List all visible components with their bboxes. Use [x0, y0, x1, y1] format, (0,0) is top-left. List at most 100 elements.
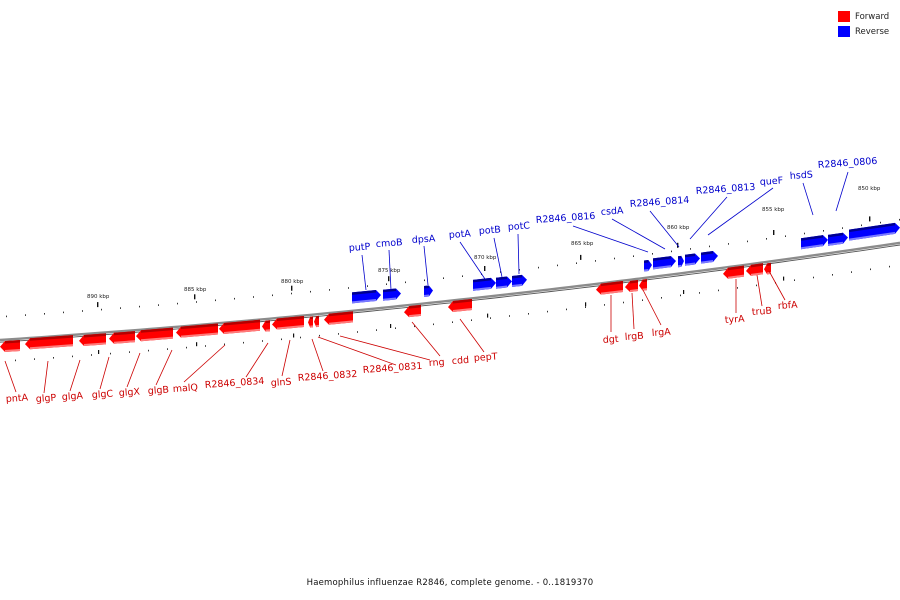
tick-dot	[690, 248, 691, 250]
forward-leader-line	[311, 338, 324, 372]
major-tick	[98, 350, 100, 354]
gene-arrow-top	[828, 232, 843, 238]
gene-arrow	[678, 255, 684, 268]
tick-dot	[72, 355, 73, 358]
gene-arrow-bottom	[316, 324, 319, 328]
gene-label-reverse[interactable]: R2846_0813	[695, 182, 755, 197]
reverse-gene	[424, 285, 433, 297]
forward-gene	[746, 263, 763, 276]
gene-arrow-top	[383, 288, 396, 293]
gene-arrow-bottom	[265, 329, 270, 332]
tick-dot	[329, 289, 330, 291]
tick-dot	[272, 294, 273, 297]
tick-dot	[186, 346, 187, 349]
leader-layer	[4, 171, 849, 394]
gene-label-forward[interactable]: rng	[428, 357, 445, 369]
gene-label-forward[interactable]: tyrA	[724, 314, 745, 326]
gene-label-forward[interactable]: cdd	[451, 355, 469, 367]
gene-label-reverse[interactable]: putP	[348, 242, 370, 254]
gene-arrow-top	[751, 263, 763, 268]
tick-layer	[6, 216, 900, 362]
tick-dot	[823, 230, 824, 232]
gene-label-forward[interactable]: truB	[751, 306, 772, 318]
tick-dot	[585, 306, 586, 308]
reverse-leader-line	[802, 182, 814, 216]
gene-arrow	[849, 222, 900, 241]
gene-arrow-top	[453, 298, 472, 304]
gene-arrow-bottom	[181, 332, 218, 338]
backbone-shadow	[0, 244, 900, 343]
tick-dot	[671, 250, 672, 253]
tick-dot	[414, 325, 415, 328]
gene-label-forward[interactable]: lrgA	[651, 327, 671, 339]
gene-arrow-bottom	[751, 272, 763, 276]
scale-label: 870 kbp	[474, 255, 497, 261]
gene-arrow	[746, 263, 763, 276]
tick-dot	[120, 307, 121, 309]
gene-label-forward[interactable]: pntA	[5, 392, 28, 405]
gene-arrow	[625, 279, 638, 292]
gene-label-forward[interactable]: rbfA	[777, 300, 798, 312]
tick-dot	[129, 351, 130, 353]
forward-leader-line	[642, 289, 662, 326]
gene-label-forward[interactable]: glgB	[147, 385, 169, 397]
tick-dot	[652, 253, 653, 255]
gene-label-forward[interactable]: glgX	[118, 387, 140, 399]
major-tick	[683, 290, 685, 294]
gene-label-reverse[interactable]: csdA	[600, 205, 624, 218]
gene-arrow-bottom	[496, 285, 507, 289]
gene-label-reverse[interactable]: R2846_0816	[535, 211, 595, 226]
tick-dot	[53, 357, 54, 359]
gene-label-forward[interactable]: lrgB	[624, 331, 644, 343]
gene-label-reverse[interactable]: hsdS	[789, 169, 813, 182]
tick-dot	[490, 317, 491, 319]
tick-dot	[253, 296, 254, 298]
gene-label-forward[interactable]: glnS	[270, 377, 291, 389]
tick-dot	[91, 354, 92, 356]
gene-label-forward[interactable]: pepT	[473, 351, 498, 364]
reverse-gene	[473, 277, 496, 291]
gene-arrow-bottom	[114, 340, 135, 344]
gene-label-reverse[interactable]: R2846_0814	[629, 195, 689, 210]
tick-dot	[794, 279, 795, 281]
scale-label: 885 kbp	[184, 287, 207, 293]
gene-label-reverse[interactable]: potC	[507, 220, 530, 233]
gene-label-forward[interactable]: malQ	[172, 382, 198, 395]
gene-label-forward[interactable]: glgP	[35, 393, 56, 405]
forward-leader-line	[339, 335, 431, 361]
gene-label-reverse[interactable]: dpsA	[411, 233, 436, 246]
major-tick	[580, 254, 582, 260]
gene-label-reverse[interactable]: R2846_0806	[817, 156, 877, 171]
tick-dot	[842, 227, 843, 229]
gene-label-reverse[interactable]: potB	[478, 224, 501, 237]
tick-dot	[709, 245, 710, 248]
major-tick	[388, 276, 390, 282]
tick-dot	[509, 315, 510, 317]
gene-arrow-top	[310, 316, 313, 320]
gene-label-forward[interactable]: dgt	[602, 334, 619, 346]
tick-dot	[804, 232, 805, 235]
gene-label-reverse[interactable]: cmoB	[375, 237, 403, 250]
forward-gene	[272, 316, 304, 330]
gene-arrow-top	[630, 279, 638, 284]
tick-dot	[82, 310, 83, 312]
gene-label-forward[interactable]: glgA	[61, 391, 83, 403]
gene-label-forward[interactable]: R2846_0834	[204, 376, 264, 391]
forward-gene	[109, 331, 135, 344]
tick-dot	[889, 265, 890, 268]
major-tick	[194, 294, 196, 300]
gene-arrow	[639, 279, 647, 291]
tick-dot	[566, 308, 567, 311]
gene-arrow-bottom	[630, 288, 638, 292]
tick-dot	[215, 299, 216, 302]
backbone-line	[0, 241, 900, 342]
gene-label-forward[interactable]: R2846_0832	[297, 369, 357, 384]
scale-label: 850 kbp	[858, 186, 881, 192]
gene-label-reverse[interactable]: queF	[759, 175, 783, 188]
tick-dot	[310, 290, 311, 293]
gene-label-forward[interactable]: glgC	[91, 389, 113, 401]
scale-label: 890 kbp	[87, 294, 110, 300]
gene-label-forward[interactable]: R2846_0831	[362, 361, 422, 376]
gene-label-reverse[interactable]: potA	[448, 228, 471, 241]
forward-leader-line	[4, 360, 17, 393]
